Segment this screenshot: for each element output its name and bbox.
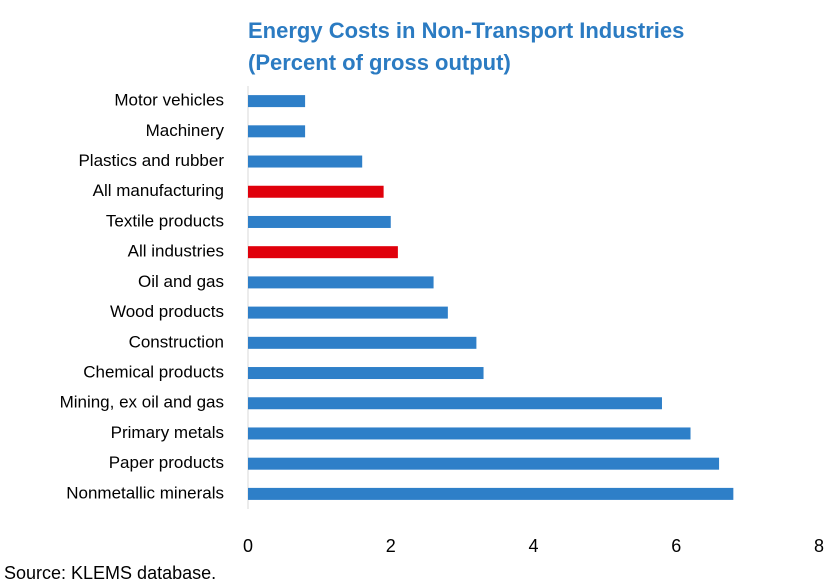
y-tick-label: Textile products [106, 211, 224, 230]
y-tick-label: Wood products [110, 302, 224, 321]
y-tick-label: Mining, ex oil and gas [60, 393, 224, 412]
bar [248, 95, 306, 108]
bar [248, 125, 306, 138]
y-tick-label: All manufacturing [93, 181, 224, 200]
bar [248, 185, 384, 198]
y-tick-label: Machinery [146, 121, 225, 140]
bar [248, 276, 434, 289]
bar [248, 246, 398, 259]
chart-title: Energy Costs in Non-Transport Industries [248, 18, 684, 43]
x-tick-label: 4 [528, 536, 538, 556]
bar [248, 397, 662, 410]
y-tick-label: Plastics and rubber [78, 151, 224, 170]
y-tick-label: All industries [128, 242, 224, 261]
y-tick-label: Construction [129, 332, 224, 351]
bar [248, 367, 484, 380]
bar [248, 306, 448, 319]
bar [248, 457, 720, 470]
bar [248, 487, 734, 500]
y-tick-label: Nonmetallic minerals [66, 483, 224, 502]
bar [248, 155, 363, 168]
y-tick-label: Oil and gas [138, 272, 224, 291]
bar [248, 336, 477, 349]
y-tick-label: Motor vehicles [114, 91, 224, 110]
bar [248, 215, 391, 228]
y-tick-label: Chemical products [83, 363, 224, 382]
x-tick-label: 6 [671, 536, 681, 556]
bar [248, 427, 691, 440]
y-tick-label: Paper products [109, 453, 224, 472]
x-tick-label: 8 [814, 536, 824, 556]
source-note: Source: KLEMS database. [4, 563, 216, 583]
chart-subtitle: (Percent of gross output) [248, 50, 511, 75]
x-tick-label: 2 [386, 536, 396, 556]
x-tick-label: 0 [243, 536, 253, 556]
y-tick-label: Primary metals [111, 423, 224, 442]
